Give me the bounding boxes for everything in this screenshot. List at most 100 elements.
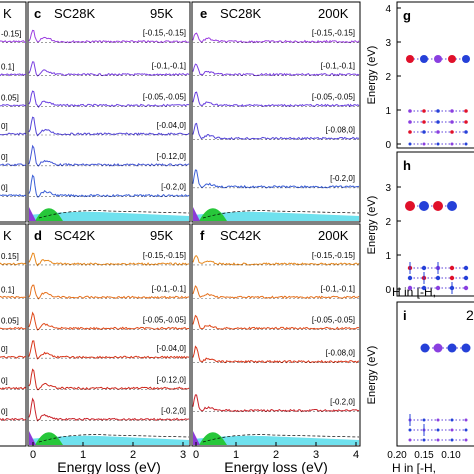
green-fill [35, 432, 63, 445]
green-fill [35, 208, 63, 221]
h-low-dot-3 [421, 285, 427, 291]
spectrum-trace [192, 345, 360, 364]
row2-middle-frame [27, 223, 191, 447]
i-low-dot-2 [464, 428, 468, 432]
row1-left-q-label: 0] [1, 184, 8, 193]
row1-right-q-label: [-0.08,0] [326, 125, 355, 134]
spectrum-trace [192, 122, 360, 141]
g-high-dot [420, 55, 428, 63]
purple-fill [29, 207, 36, 221]
dashed-fit [38, 434, 190, 443]
row2-middle-q-label: [-0.1,-0.1] [152, 284, 186, 293]
row2-left-q-label: 0] [1, 407, 8, 416]
g-low-dot-4 [436, 142, 440, 146]
row2-right-q-label: [-0.2,0] [330, 397, 355, 406]
spectrum-trace [28, 116, 190, 137]
spectrum-trace [28, 368, 190, 391]
spectrum-trace [28, 311, 189, 331]
h-low-dot-2 [463, 275, 469, 281]
g-low-dot-4 [464, 142, 468, 146]
purple-fill [29, 431, 36, 445]
spectrum-trace [28, 397, 190, 422]
i-low-dot-3 [408, 438, 412, 442]
row1-left-q-label: 0] [1, 122, 8, 131]
row1-middle-q-label: [-0.1,-0.1] [152, 62, 186, 71]
h-high-dot [419, 201, 429, 211]
g-low-dot-4 [422, 142, 426, 146]
row2-panel-sample-e: SC42K [220, 228, 262, 243]
spectrum-trace [28, 340, 190, 360]
spectrum-trace [192, 63, 360, 77]
row1-left-partial-frame [0, 1, 27, 223]
row2-middle-q-label: [-0.12,0] [157, 375, 186, 384]
i-low-dot-2 [450, 428, 454, 432]
spectrum-trace [0, 104, 27, 107]
dashed-fit [202, 210, 360, 219]
g-low-dot-2 [450, 120, 454, 124]
panel-g-letter: g [403, 8, 411, 23]
spectrum-trace [28, 144, 190, 167]
h-low-dot-3 [463, 285, 469, 291]
row1-middle-q-label: [-0.15,-0.15] [143, 29, 186, 38]
right-y-axis-label: Energy (eV) [366, 46, 378, 105]
i-low-dot-3 [450, 438, 454, 442]
row1-middle-q-label: [-0.05,-0.05] [143, 92, 186, 101]
row2-middle-q-label: [-0.04,0] [157, 344, 186, 353]
row1-middle-q-label: [-0.12,0] [157, 152, 186, 161]
right-x-axis-label-i: H in [-H, [392, 461, 436, 474]
panel-h-letter: h [403, 158, 411, 173]
i-low-dot-1 [450, 418, 454, 422]
g-high-dot [448, 55, 456, 63]
panel-i [396, 301, 474, 447]
spectrum-trace [0, 355, 27, 359]
spectrum-trace [192, 91, 360, 108]
spectrum-trace [192, 314, 360, 330]
row2-panel-temp-e: 200K [318, 228, 349, 243]
g-low-dot-3 [408, 130, 412, 134]
h-high-dot [447, 201, 457, 211]
row1-left-title-partial: K [3, 6, 12, 21]
row1-middle-q-label: [-0.2,0] [161, 183, 186, 192]
g-low-dot-2 [464, 120, 468, 124]
x-axis-label-middle: Energy loss (eV) [57, 459, 160, 474]
g-y-tick-label: 2 [385, 72, 391, 83]
i-low-dot-1 [436, 418, 440, 422]
row1-panel-temp-e: 200K [318, 6, 349, 21]
g-low-dot-3 [450, 130, 454, 134]
row1-panel-letter-c: c [34, 6, 41, 21]
g-low-dot-3 [464, 130, 468, 134]
cyan-fill [29, 435, 189, 445]
i-low-dot-3 [464, 438, 468, 442]
h-high-dot [405, 201, 415, 211]
g-low-dot-2 [422, 120, 426, 124]
x-tick-label-right: 0 [193, 449, 199, 461]
spectrum-trace [0, 295, 27, 299]
spectrum-trace [192, 255, 360, 266]
i-low-dot-3 [422, 438, 426, 442]
row1-panel-temp: 95K [150, 6, 173, 21]
spectrum-trace [28, 61, 190, 77]
g-low-dot-1 [422, 109, 426, 113]
g-y-tick-label: 4 [385, 4, 391, 15]
spectrum-trace [0, 386, 27, 390]
row1-right-q-label: [-0.2,0] [330, 174, 355, 183]
cyan-fill [29, 211, 189, 221]
x-tick-label-right: 1 [233, 449, 239, 461]
row2-left-q-label: 0.15] [1, 252, 19, 261]
g-low-dot-3 [436, 130, 440, 134]
x-tick-label-right: 4 [353, 449, 359, 461]
right-y-axis-label: Energy (eV) [366, 346, 378, 405]
x-axis-label-right: Energy loss (eV) [224, 459, 327, 474]
spectrum-trace [28, 90, 190, 108]
spectrum-trace [0, 194, 27, 197]
h-low-dot-2 [449, 275, 455, 281]
spectrum-trace [0, 73, 27, 77]
h-high-dot [433, 201, 443, 211]
row2-panel-temp: 95K [150, 228, 173, 243]
h-low-dot-3 [435, 285, 441, 291]
spectrum-trace [28, 252, 190, 267]
cyan-fill [193, 435, 359, 445]
spectrum-trace [192, 169, 360, 189]
spectrum-trace [192, 394, 360, 413]
i-high-dot [461, 343, 471, 353]
